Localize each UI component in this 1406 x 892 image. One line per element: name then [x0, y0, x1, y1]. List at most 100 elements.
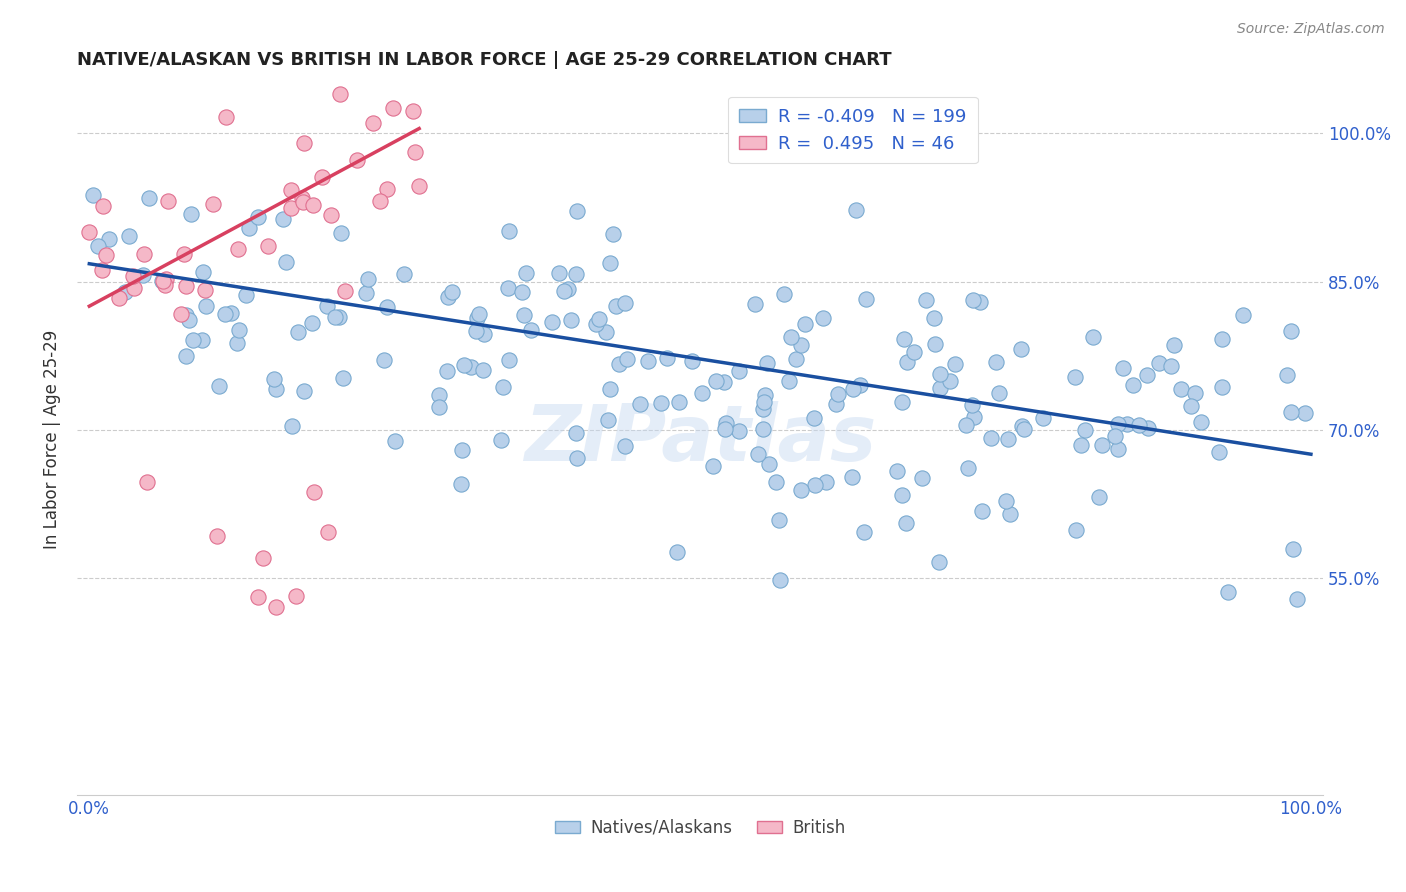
Point [849, 377, 872, 392]
Point [628, 397, 651, 411]
Point [325, 310, 347, 324]
Point [769, 573, 792, 587]
Point [755, 356, 778, 370]
Point [498, 224, 520, 238]
Point [910, 471, 932, 485]
Point [752, 422, 775, 436]
Point [665, 545, 688, 559]
Point [1107, 442, 1129, 457]
Point [1032, 410, 1054, 425]
Point [758, 457, 780, 471]
Point [193, 265, 215, 279]
Point [392, 267, 415, 281]
Point [152, 274, 174, 288]
Point [915, 293, 938, 307]
Point [117, 229, 139, 244]
Point [319, 208, 342, 222]
Point [637, 354, 659, 368]
Point [238, 221, 260, 235]
Point [1136, 368, 1159, 383]
Legend: Natives/Alaskans, British: Natives/Alaskans, British [548, 812, 852, 843]
Point [972, 504, 994, 518]
Point [292, 384, 315, 399]
Point [215, 111, 238, 125]
Point [744, 297, 766, 311]
Point [886, 464, 908, 478]
Point [195, 299, 218, 313]
Text: Source: ZipAtlas.com: Source: ZipAtlas.com [1237, 22, 1385, 37]
Point [1170, 382, 1192, 396]
Point [824, 397, 846, 411]
Point [207, 529, 229, 543]
Point [153, 278, 176, 293]
Point [553, 284, 575, 298]
Point [132, 246, 155, 260]
Point [121, 268, 143, 283]
Text: NATIVE/ALASKAN VS BRITISH IN LABOR FORCE | AGE 25-29 CORRELATION CHART: NATIVE/ALASKAN VS BRITISH IN LABOR FORCE… [77, 51, 891, 69]
Point [1189, 415, 1212, 429]
Point [548, 267, 571, 281]
Point [157, 194, 180, 209]
Point [1180, 399, 1202, 413]
Point [903, 345, 925, 359]
Point [373, 353, 395, 368]
Point [264, 600, 287, 615]
Point [702, 459, 724, 474]
Point [384, 434, 406, 448]
Point [841, 470, 863, 484]
Point [596, 413, 619, 427]
Point [170, 307, 193, 321]
Point [963, 410, 986, 425]
Point [681, 354, 703, 368]
Point [467, 307, 489, 321]
Point [1064, 369, 1087, 384]
Point [704, 374, 727, 388]
Point [1074, 423, 1097, 437]
Point [274, 254, 297, 268]
Point [208, 379, 231, 393]
Point [114, 285, 136, 299]
Point [453, 358, 475, 372]
Point [131, 268, 153, 282]
Point [928, 555, 950, 569]
Point [96, 248, 118, 262]
Point [939, 374, 962, 388]
Point [316, 524, 339, 539]
Point [280, 201, 302, 215]
Point [924, 311, 946, 326]
Point [1070, 437, 1092, 451]
Point [605, 299, 627, 313]
Point [1211, 333, 1233, 347]
Point [1087, 490, 1109, 504]
Point [520, 323, 543, 337]
Point [1011, 419, 1033, 434]
Point [997, 432, 1019, 446]
Point [513, 309, 536, 323]
Point [943, 357, 966, 371]
Point [465, 311, 488, 326]
Point [330, 227, 353, 241]
Point [202, 197, 225, 211]
Point [599, 382, 621, 396]
Point [1163, 337, 1185, 351]
Point [181, 333, 204, 347]
Point [266, 382, 288, 396]
Point [247, 590, 270, 604]
Point [814, 475, 837, 489]
Point [567, 203, 589, 218]
Point [79, 225, 101, 239]
Point [356, 285, 378, 300]
Point [599, 256, 621, 270]
Point [292, 194, 315, 209]
Point [1010, 342, 1032, 356]
Point [311, 170, 333, 185]
Point [179, 313, 201, 327]
Point [588, 311, 610, 326]
Point [1184, 386, 1206, 401]
Point [894, 516, 917, 530]
Point [969, 294, 991, 309]
Point [427, 400, 450, 414]
Point [1216, 585, 1239, 599]
Point [1091, 438, 1114, 452]
Point [138, 191, 160, 205]
